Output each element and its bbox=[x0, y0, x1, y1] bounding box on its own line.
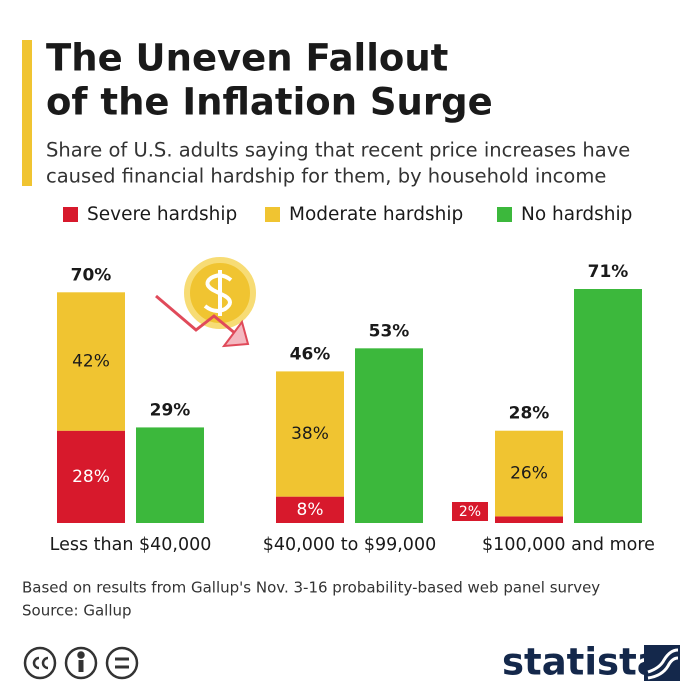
total-label: 46% bbox=[290, 344, 331, 364]
legend-label: Severe hardship bbox=[87, 204, 237, 225]
value-label: 8% bbox=[297, 500, 324, 520]
bar bbox=[495, 516, 563, 523]
legend-swatch bbox=[497, 207, 512, 222]
chart-title: The Uneven Fallout bbox=[46, 37, 448, 80]
coin-decoration bbox=[155, 257, 256, 348]
value-label: 38% bbox=[291, 424, 329, 444]
bar bbox=[495, 430, 563, 517]
source: Source: Gallup bbox=[22, 602, 132, 620]
nd-glyph bbox=[115, 657, 129, 669]
value-label: 71% bbox=[588, 262, 629, 282]
accent-bar bbox=[22, 40, 32, 186]
brand: statista bbox=[502, 641, 662, 684]
legend-swatch bbox=[63, 207, 78, 222]
category-label: $100,000 and more bbox=[482, 535, 655, 555]
bar bbox=[574, 289, 642, 523]
value-label: 2% bbox=[459, 504, 481, 520]
total-label: 28% bbox=[509, 404, 550, 424]
bar bbox=[57, 430, 125, 523]
legend-label: No hardship bbox=[521, 204, 632, 225]
value-label: 42% bbox=[72, 352, 110, 372]
coin-symbol bbox=[203, 270, 233, 316]
arrow bbox=[155, 294, 237, 336]
bar bbox=[57, 292, 125, 431]
cc-icon bbox=[23, 646, 57, 680]
bar bbox=[276, 371, 344, 497]
note: Based on results from Gallup's Nov. 3-16… bbox=[22, 579, 600, 597]
value-label: 53% bbox=[369, 321, 410, 341]
value-label: 29% bbox=[150, 400, 191, 420]
value-label: 26% bbox=[510, 464, 548, 484]
arrow-head bbox=[221, 319, 250, 348]
value-label: 28% bbox=[72, 467, 110, 487]
chart-subtitle: Share of U.S. adults saying that recent … bbox=[46, 139, 630, 162]
by-glyph bbox=[77, 651, 85, 659]
legend-label: Moderate hardship bbox=[289, 204, 463, 225]
nd-icon bbox=[105, 646, 139, 680]
cc-glyph bbox=[32, 656, 49, 670]
value-label-box bbox=[452, 502, 488, 521]
by-icon bbox=[64, 646, 98, 680]
legend-swatch bbox=[265, 207, 280, 222]
bar bbox=[136, 427, 204, 523]
chart-subtitle: caused financial hardship for them, by h… bbox=[46, 165, 606, 188]
bar bbox=[276, 496, 344, 523]
brand-mark bbox=[644, 645, 680, 681]
license-icons bbox=[23, 646, 139, 680]
brand-glyph bbox=[647, 648, 679, 680]
chart-title: of the Inflation Surge bbox=[46, 81, 493, 124]
category-label: Less than $40,000 bbox=[50, 535, 212, 555]
total-label: 70% bbox=[71, 265, 112, 285]
category-label: $40,000 to $99,000 bbox=[263, 535, 436, 555]
bar bbox=[355, 348, 423, 523]
